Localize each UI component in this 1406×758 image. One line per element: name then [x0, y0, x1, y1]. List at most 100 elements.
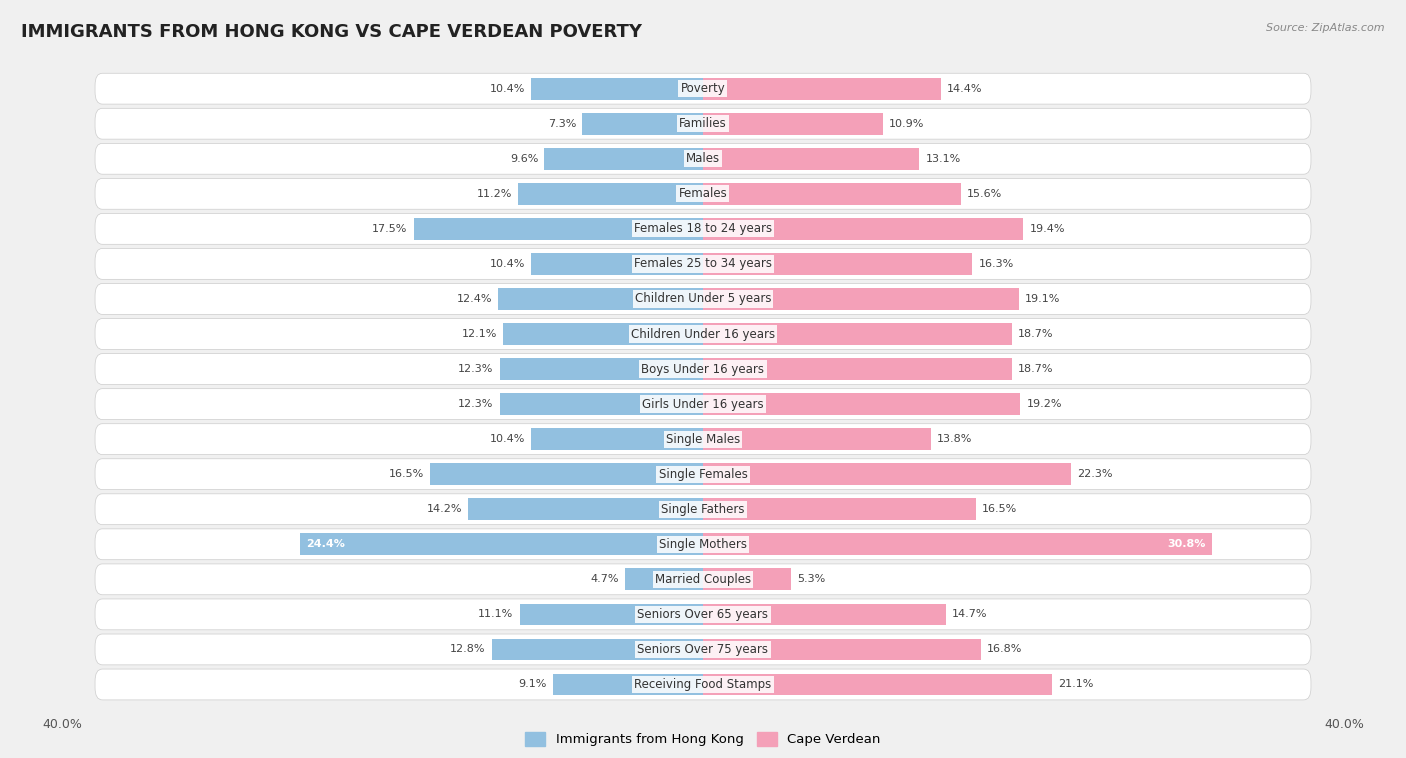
Text: 16.3%: 16.3%: [979, 259, 1014, 269]
Text: 14.7%: 14.7%: [952, 609, 987, 619]
Bar: [703, 218, 1024, 240]
Text: Children Under 16 years: Children Under 16 years: [631, 327, 775, 340]
Text: 12.1%: 12.1%: [461, 329, 496, 339]
Bar: [626, 568, 703, 590]
Text: Source: ZipAtlas.com: Source: ZipAtlas.com: [1267, 23, 1385, 33]
FancyBboxPatch shape: [96, 493, 1310, 525]
Text: 12.4%: 12.4%: [457, 294, 492, 304]
Text: Single Mothers: Single Mothers: [659, 537, 747, 551]
Bar: [299, 534, 703, 555]
FancyBboxPatch shape: [96, 108, 1310, 139]
Bar: [468, 498, 703, 520]
Text: Single Males: Single Males: [666, 433, 740, 446]
Text: Females 25 to 34 years: Females 25 to 34 years: [634, 258, 772, 271]
Text: 7.3%: 7.3%: [548, 119, 576, 129]
Bar: [703, 498, 976, 520]
Text: 13.1%: 13.1%: [925, 154, 960, 164]
Text: 16.5%: 16.5%: [389, 469, 425, 479]
Bar: [703, 428, 931, 450]
Text: 30.8%: 30.8%: [1167, 539, 1205, 550]
Text: 18.7%: 18.7%: [1018, 329, 1053, 339]
Bar: [531, 428, 703, 450]
Text: 19.4%: 19.4%: [1029, 224, 1066, 234]
FancyBboxPatch shape: [96, 459, 1310, 490]
Bar: [492, 638, 703, 660]
FancyBboxPatch shape: [96, 249, 1310, 280]
Bar: [703, 393, 1021, 415]
Text: 24.4%: 24.4%: [307, 539, 344, 550]
Bar: [703, 463, 1071, 485]
Text: Males: Males: [686, 152, 720, 165]
Text: 21.1%: 21.1%: [1057, 679, 1092, 690]
Text: 9.6%: 9.6%: [510, 154, 538, 164]
Text: Receiving Food Stamps: Receiving Food Stamps: [634, 678, 772, 691]
Text: 18.7%: 18.7%: [1018, 364, 1053, 374]
Bar: [499, 359, 703, 380]
Bar: [703, 183, 960, 205]
Bar: [498, 288, 703, 310]
FancyBboxPatch shape: [96, 354, 1310, 384]
Text: Girls Under 16 years: Girls Under 16 years: [643, 398, 763, 411]
Text: Seniors Over 65 years: Seniors Over 65 years: [637, 608, 769, 621]
Text: 11.2%: 11.2%: [477, 189, 512, 199]
Text: 19.2%: 19.2%: [1026, 399, 1062, 409]
Text: Seniors Over 75 years: Seniors Over 75 years: [637, 643, 769, 656]
FancyBboxPatch shape: [96, 389, 1310, 419]
Text: 16.8%: 16.8%: [987, 644, 1022, 654]
Text: 12.3%: 12.3%: [458, 364, 494, 374]
Text: 4.7%: 4.7%: [591, 575, 619, 584]
Bar: [703, 253, 973, 275]
Text: 10.4%: 10.4%: [489, 434, 524, 444]
Text: Females: Females: [679, 187, 727, 200]
Bar: [517, 183, 703, 205]
Bar: [703, 568, 790, 590]
Text: Families: Families: [679, 117, 727, 130]
Text: 10.4%: 10.4%: [489, 259, 524, 269]
Text: 11.1%: 11.1%: [478, 609, 513, 619]
Text: 15.6%: 15.6%: [967, 189, 1002, 199]
Bar: [531, 253, 703, 275]
Bar: [553, 674, 703, 695]
Text: Poverty: Poverty: [681, 82, 725, 96]
FancyBboxPatch shape: [96, 143, 1310, 174]
Text: 16.5%: 16.5%: [981, 504, 1017, 514]
FancyBboxPatch shape: [96, 74, 1310, 104]
Bar: [703, 78, 941, 99]
FancyBboxPatch shape: [96, 424, 1310, 455]
Bar: [582, 113, 703, 135]
Bar: [703, 323, 1012, 345]
Bar: [703, 148, 920, 170]
Bar: [499, 393, 703, 415]
Text: IMMIGRANTS FROM HONG KONG VS CAPE VERDEAN POVERTY: IMMIGRANTS FROM HONG KONG VS CAPE VERDEA…: [21, 23, 643, 41]
FancyBboxPatch shape: [96, 599, 1310, 630]
Bar: [703, 674, 1052, 695]
Text: 10.4%: 10.4%: [489, 83, 524, 94]
Bar: [531, 78, 703, 99]
Bar: [503, 323, 703, 345]
Bar: [520, 603, 703, 625]
FancyBboxPatch shape: [96, 214, 1310, 244]
Text: 10.9%: 10.9%: [889, 119, 925, 129]
Text: 13.8%: 13.8%: [938, 434, 973, 444]
Text: 40.0%: 40.0%: [42, 718, 82, 731]
Text: Females 18 to 24 years: Females 18 to 24 years: [634, 222, 772, 236]
FancyBboxPatch shape: [96, 634, 1310, 665]
Text: 22.3%: 22.3%: [1077, 469, 1114, 479]
FancyBboxPatch shape: [96, 669, 1310, 700]
Bar: [544, 148, 703, 170]
Text: 17.5%: 17.5%: [373, 224, 408, 234]
Text: Single Fathers: Single Fathers: [661, 503, 745, 515]
Text: 40.0%: 40.0%: [1324, 718, 1364, 731]
Text: Married Couples: Married Couples: [655, 573, 751, 586]
Text: 12.3%: 12.3%: [458, 399, 494, 409]
Text: Boys Under 16 years: Boys Under 16 years: [641, 362, 765, 375]
Text: 14.4%: 14.4%: [948, 83, 983, 94]
Text: 19.1%: 19.1%: [1025, 294, 1060, 304]
FancyBboxPatch shape: [96, 318, 1310, 349]
Text: 14.2%: 14.2%: [426, 504, 463, 514]
Bar: [703, 113, 883, 135]
Bar: [703, 638, 980, 660]
FancyBboxPatch shape: [96, 283, 1310, 315]
Bar: [703, 288, 1018, 310]
Bar: [703, 534, 1212, 555]
